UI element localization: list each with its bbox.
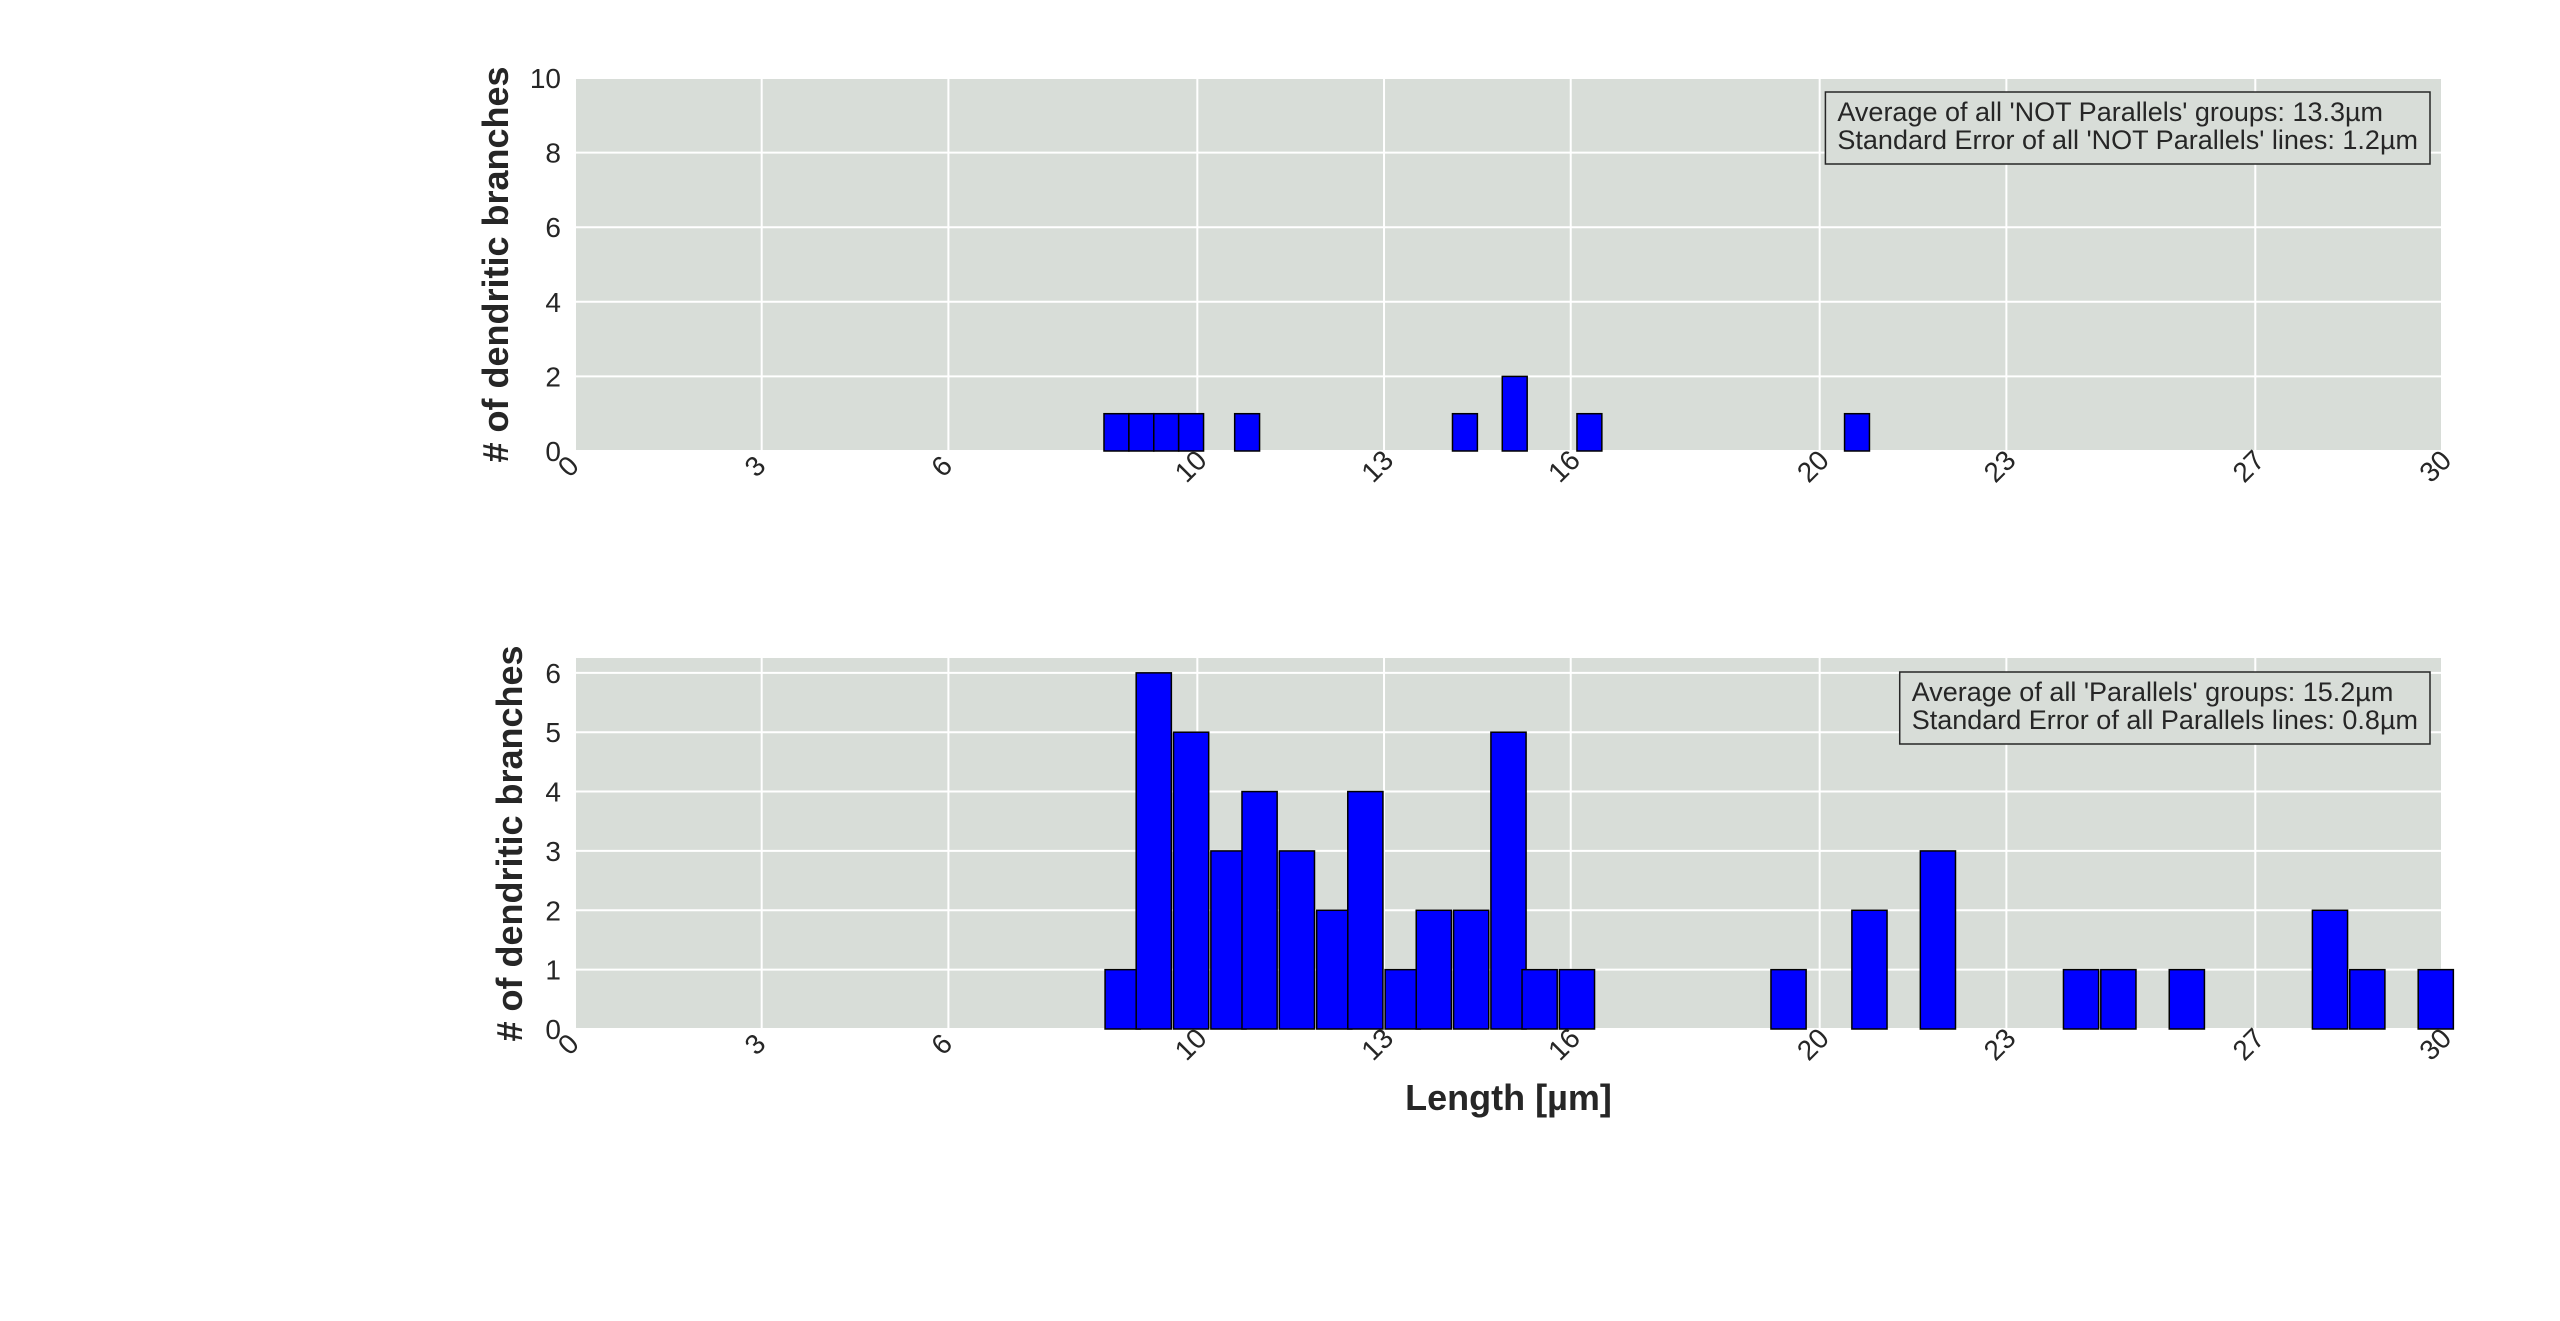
histogram-bar (1210, 850, 1247, 1030)
histogram-bar (1501, 375, 1528, 452)
histogram-bar (1135, 672, 1173, 1030)
histogram-bar (1315, 909, 1353, 1030)
y-tick-label: 6 (545, 658, 561, 689)
histogram-bar (2417, 968, 2455, 1030)
histogram-bar (1490, 731, 1527, 1030)
histogram-bar (1384, 968, 1422, 1030)
legend-text: Average of all 'Parallels' groups: 15.2µ… (1912, 677, 2394, 707)
histogram-bar (1576, 412, 1603, 452)
y-tick-label: 8 (545, 138, 561, 169)
y-tick-label: 4 (545, 777, 561, 808)
legend-text: Standard Error of all Parallels lines: 0… (1912, 705, 2418, 735)
histogram-bar (1172, 731, 1210, 1030)
histogram-bar (1415, 909, 1453, 1030)
histogram-bar (2100, 968, 2137, 1030)
legend-frame (1824, 91, 2431, 165)
y-axis-label: # of dendritic branches (475, 66, 516, 462)
histogram-bar (1128, 412, 1155, 452)
y-tick-label: 0 (545, 1014, 561, 1045)
histogram-bar (1843, 412, 1871, 452)
histogram-bar (1558, 968, 1596, 1030)
legend-frame (1898, 671, 2431, 745)
y-tick-label: 5 (545, 717, 561, 748)
histogram-bar (1919, 850, 1957, 1030)
legend-text: Standard Error of all 'NOT Parallels' li… (1837, 125, 2418, 155)
histogram-bar (1233, 412, 1261, 452)
y-tick-label: 4 (545, 287, 561, 318)
x-axis-label: Length [µm] (1405, 1077, 1612, 1118)
histogram-bar (1770, 968, 1807, 1030)
legend-text: Average of all 'NOT Parallels' groups: 1… (1837, 97, 2383, 127)
histogram-bar (1451, 412, 1479, 452)
legend-box: Average of all 'Parallels' groups: 15.2µ… (1898, 671, 2431, 745)
histogram-bar (1347, 790, 1384, 1030)
y-tick-label: 2 (545, 895, 561, 926)
histogram-bar (1153, 412, 1180, 452)
histogram-bar (2311, 909, 2349, 1030)
histogram-bar (1278, 850, 1316, 1030)
histogram-bar (1241, 790, 1278, 1030)
y-tick-label: 6 (545, 212, 561, 243)
histogram-bar (2062, 968, 2100, 1030)
y-tick-label: 10 (530, 63, 561, 94)
histogram-bar (2168, 968, 2206, 1030)
histogram-bar (2348, 968, 2386, 1030)
y-tick-label: 3 (545, 836, 561, 867)
histogram-bar (1851, 909, 1888, 1030)
histogram-bar (1521, 968, 1558, 1030)
y-tick-label: 1 (545, 955, 561, 986)
legend-box: Average of all 'NOT Parallels' groups: 1… (1824, 91, 2431, 165)
histogram-bar (1104, 968, 1141, 1030)
histogram-bar (1103, 412, 1130, 452)
histogram-bar (1177, 412, 1205, 452)
y-tick-label: 2 (545, 361, 561, 392)
histogram-bar (1452, 909, 1490, 1030)
y-axis-label: # of dendritic branches (489, 645, 530, 1041)
y-tick-label: 0 (545, 436, 561, 467)
